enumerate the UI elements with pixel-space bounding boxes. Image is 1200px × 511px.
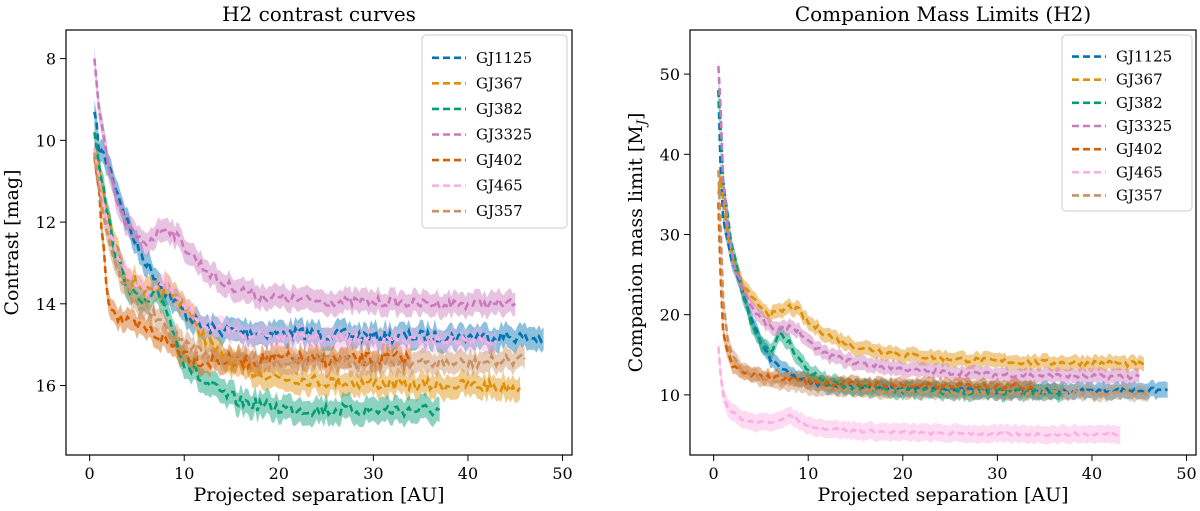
- y-tick-label: 50: [660, 65, 680, 84]
- y-tick-label: 40: [660, 145, 680, 164]
- legend-label-GJ402: GJ402: [476, 151, 523, 169]
- legend-label-GJ367: GJ367: [1116, 71, 1163, 89]
- series-line-GJ357: [717, 170, 1150, 398]
- y-axis-label: Contrast [mag]: [1, 169, 23, 315]
- series-line-GJ367: [717, 176, 1145, 369]
- legend-label-GJ3325: GJ3325: [476, 126, 532, 144]
- series-band-GJ357: [718, 163, 1149, 403]
- x-tick-label: 30: [363, 464, 383, 483]
- y-axis-label-suffix: ]: [625, 113, 647, 120]
- x-tick-label: 20: [269, 464, 289, 483]
- legend-label-GJ382: GJ382: [476, 100, 523, 118]
- axes-frame: [65, 29, 573, 456]
- chart-panel-1: H2 contrast curves 0 10 20 30 40 50 8 10 12 14 16 Pr…: [1, 2, 573, 506]
- x-tick-label: 40: [458, 464, 478, 483]
- series-line-GJ382: [93, 132, 441, 420]
- legend-label-GJ402: GJ402: [1116, 140, 1163, 158]
- series-line-GJ382: [717, 90, 1064, 398]
- y-tick-label: 20: [660, 306, 680, 325]
- series-band-GJ465: [718, 337, 1121, 445]
- legend-label-GJ357: GJ357: [476, 202, 523, 220]
- series-band-GJ382: [94, 119, 440, 429]
- series-line-GJ3325: [717, 66, 1140, 381]
- y-axis-label: Companion mass limit [MJ]: [625, 113, 650, 373]
- x-tick-label: 0: [709, 464, 719, 483]
- series-band-GJ367: [94, 137, 521, 404]
- chart-title: Companion Mass Limits (H2): [795, 2, 1091, 26]
- series-band-GJ3325: [94, 47, 516, 321]
- y-tick-label: 12: [36, 213, 56, 232]
- legend-label-GJ3325: GJ3325: [1116, 117, 1172, 135]
- legend: GJ1125 GJ367 GJ382 GJ3325 GJ402 GJ465 GJ357: [421, 34, 568, 229]
- y-tick-label: 8: [46, 50, 56, 69]
- y-tick-label: 16: [36, 377, 56, 396]
- y-tick-label: 10: [36, 131, 56, 150]
- plot-area: [717, 58, 1168, 445]
- y-axis-label-subscript: J: [635, 119, 650, 128]
- chart-panel-2: Companion Mass Limits (H2) 0 10 20 30 40 50 10 2…: [625, 2, 1197, 506]
- legend-label-GJ382: GJ382: [1116, 94, 1163, 112]
- x-tick-label: 10: [798, 464, 818, 483]
- x-tick-label: 40: [1082, 464, 1102, 483]
- x-tick-label: 50: [552, 464, 572, 483]
- plot-area: [93, 47, 545, 429]
- x-axis-label: Projected separation [AU]: [817, 484, 1068, 506]
- legend-label-GJ465: GJ465: [1116, 163, 1163, 181]
- x-tick-label: 20: [893, 464, 913, 483]
- x-axis-label: Projected separation [AU]: [193, 484, 444, 506]
- series-line-GJ367: [93, 148, 522, 397]
- legend-label-GJ1125: GJ1125: [476, 49, 532, 67]
- series-line-GJ357: [93, 152, 526, 373]
- series-line-GJ3325: [93, 58, 516, 312]
- series-line-GJ402: [93, 156, 412, 372]
- chart-title: H2 contrast curves: [222, 2, 416, 26]
- legend-label-GJ357: GJ357: [1116, 186, 1163, 204]
- y-tick-label: 10: [660, 386, 680, 405]
- legend: GJ1125 GJ367 GJ382 GJ3325 GJ402 GJ465 GJ357: [1061, 34, 1193, 212]
- series-line-GJ465: [93, 148, 498, 347]
- x-tick-label: 0: [85, 464, 95, 483]
- series-band-GJ402: [94, 146, 412, 379]
- x-tick-label: 30: [987, 464, 1007, 483]
- series-line-GJ1125: [93, 111, 545, 346]
- legend-label-GJ465: GJ465: [476, 177, 523, 195]
- series-band-GJ357: [94, 142, 525, 380]
- legend-label-GJ367: GJ367: [476, 74, 523, 92]
- x-tick-label: 10: [174, 464, 194, 483]
- x-tick-label: 50: [1176, 464, 1196, 483]
- series-line-GJ402: [717, 202, 1037, 391]
- y-tick-label: 14: [36, 295, 56, 314]
- legend-label-GJ1125: GJ1125: [1116, 48, 1172, 66]
- series-line-GJ465: [717, 346, 1121, 438]
- axes-frame: [689, 29, 1197, 456]
- y-tick-label: 30: [660, 225, 680, 244]
